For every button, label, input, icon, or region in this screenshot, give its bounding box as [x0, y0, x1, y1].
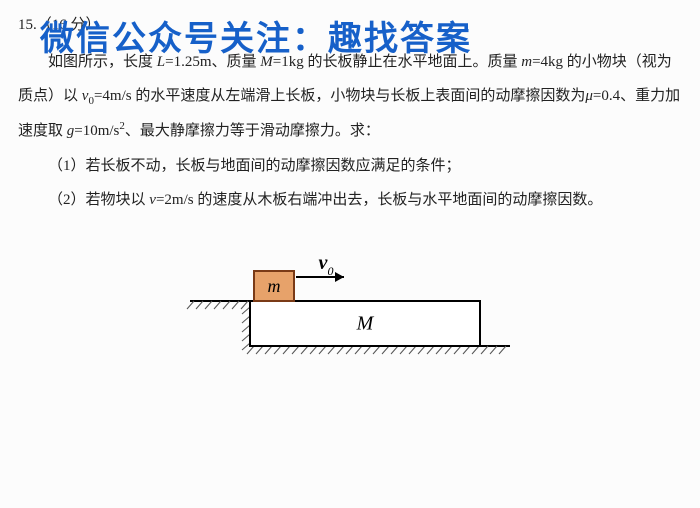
q2-a: （2）若物块以	[48, 192, 149, 208]
var-m: m	[521, 54, 532, 70]
txt-Mval: =1kg 的长板静止在水平地面上。质量	[273, 54, 521, 70]
problem-points: （16 分）	[37, 17, 101, 33]
txt-Lval: =1.25m、质量	[165, 54, 260, 70]
svg-text:m: m	[268, 276, 281, 296]
svg-text:v0: v0	[319, 252, 334, 278]
txt-tail1: 、最大静摩擦力等于滑动摩擦力。求：	[125, 123, 380, 139]
var-M: M	[260, 54, 273, 70]
q2-vval: =2m/s 的速度从木板右端冲出去，长板与水平地面间的动摩擦因数。	[156, 192, 602, 208]
txt-intro: 如图所示，长度	[48, 54, 157, 70]
svg-text:M: M	[356, 312, 375, 334]
physics-diagram: Mm v0	[180, 246, 520, 366]
diagram-container: Mm v0	[18, 246, 682, 366]
var-L: L	[157, 54, 165, 70]
txt-v0val: =4m/s 的水平速度从左端滑上长板，小物块与长板上表面间的动摩擦因数为	[94, 88, 585, 104]
problem-body: 如图所示，长度 L=1.25m、质量 M=1kg 的长板静止在水平地面上。质量 …	[18, 45, 682, 149]
var-v: v	[149, 192, 156, 208]
problem-number: 15.	[18, 17, 37, 33]
var-mu: μ	[585, 88, 593, 104]
txt-gval: =10m/s	[74, 123, 119, 139]
question-1: （1）若长板不动，长板与地面间的动摩擦因数应满足的条件；	[18, 149, 682, 184]
problem-header: 15.（16 分）	[18, 8, 682, 43]
question-2: （2）若物块以 v=2m/s 的速度从木板右端冲出去，长板与水平地面间的动摩擦因…	[18, 183, 682, 218]
